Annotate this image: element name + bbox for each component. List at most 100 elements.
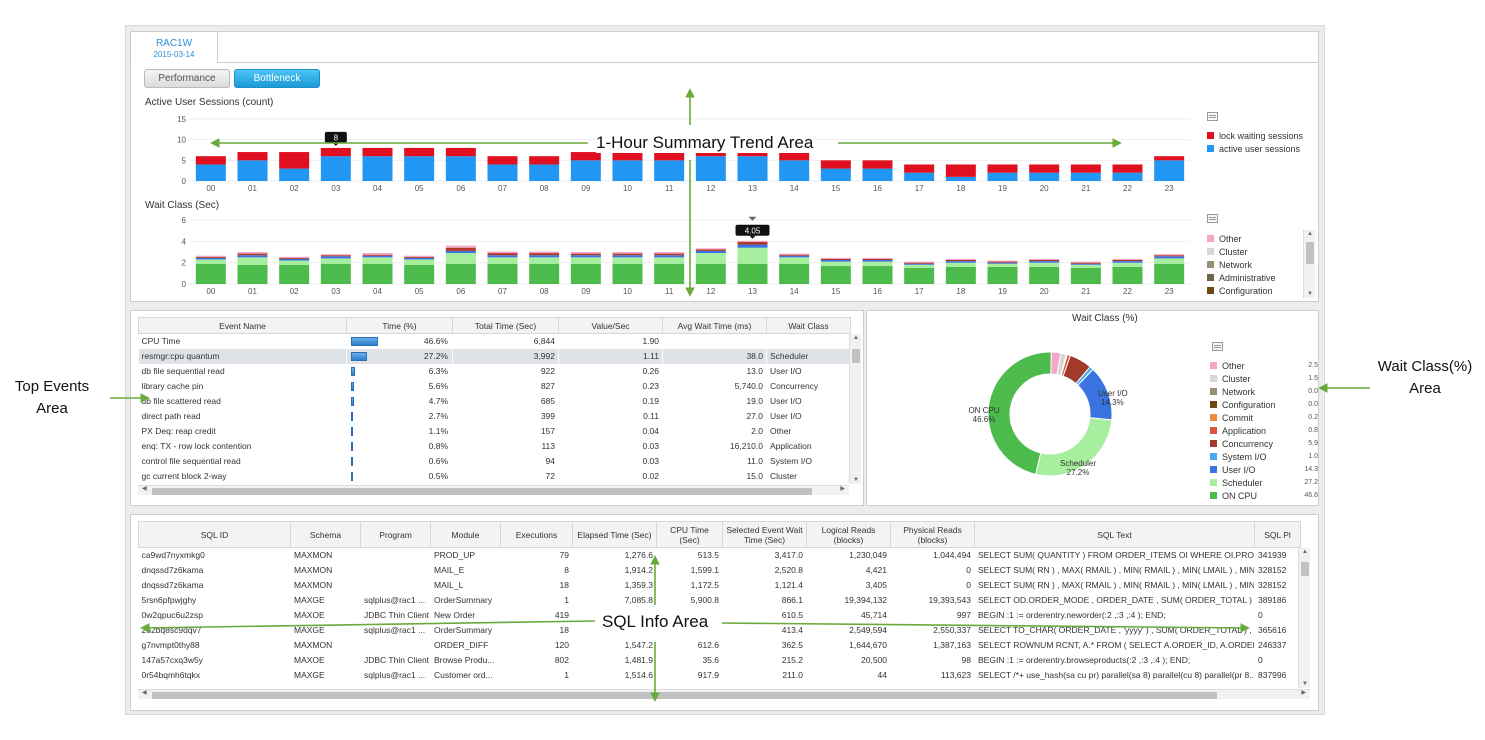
table-row[interactable]: CPU Time 46.6% 6,844 1.90 [139,334,851,349]
events-vscrollbar[interactable]: ▲ ▼ [849,334,861,484]
table-row[interactable]: dnqssd7z6kama MAXMON MAIL_L 18 1,359.3 1,172.… [139,578,1301,593]
bar-segment[interactable] [1112,164,1143,173]
bar-segment[interactable] [862,260,893,262]
bar-segment[interactable] [362,255,393,258]
bar-segment[interactable] [945,261,976,263]
bar-segment[interactable] [237,264,268,284]
bar-segment[interactable] [945,260,976,262]
bar-segment[interactable] [820,258,851,260]
bar-segment[interactable] [654,255,685,258]
bar-segment[interactable] [1070,264,1101,268]
bar-segment[interactable] [362,263,393,284]
table-row[interactable]: control file sequential read 0.6% 94 0.03 11… [139,454,851,469]
bar-segment[interactable] [487,164,518,181]
bar-segment[interactable] [529,257,560,264]
column-header[interactable]: Physical Reads (blocks) [890,521,975,548]
bar-segment[interactable] [529,156,560,165]
legend-item-administrative[interactable]: Administrative [1207,271,1299,284]
bar-segment[interactable] [195,164,226,181]
scroll-thumb[interactable] [1306,242,1314,264]
table-row[interactable]: direct path read 2.7% 399 0.11 27.0 User I/O [139,409,851,424]
pie-legend-item[interactable]: ON CPU 46.6 [1210,489,1318,502]
bar-segment[interactable] [1029,172,1060,181]
bar-segment[interactable] [862,261,893,266]
bar-segment[interactable] [487,257,518,264]
bar-segment[interactable] [1029,261,1060,263]
bar-segment[interactable] [779,152,810,161]
bar-segment[interactable] [1070,172,1101,181]
bar-segment[interactable] [695,248,726,250]
bar-segment[interactable] [779,263,810,284]
pie-legend-item[interactable]: System I/O 1.0 [1210,450,1318,463]
bar-segment[interactable] [1154,160,1185,181]
bar-segment[interactable] [279,168,310,181]
scroll-right-icon[interactable]: ▶ [1301,690,1306,696]
bar-segment[interactable] [1112,266,1143,284]
pie-slice[interactable] [987,351,1052,475]
column-header[interactable]: Executions [500,521,573,548]
bar-segment[interactable] [570,152,601,161]
pie-legend-item[interactable]: Configuration 0.0 [1210,398,1318,411]
column-header[interactable]: Total Time (Sec) [452,317,559,334]
scroll-left-icon[interactable]: ◀ [142,690,147,696]
bar-segment[interactable] [279,152,310,169]
bar-segment[interactable] [612,257,643,264]
bar-segment[interactable] [362,254,393,256]
bar-segment[interactable] [904,263,935,265]
bar-segment[interactable] [987,261,1018,263]
bar-segment[interactable] [1112,262,1143,267]
bar-segment[interactable] [654,152,685,161]
table-row[interactable]: 0r54bqmh6tqkx MAXGE sqlplus@rac1 ... Custom… [139,668,1301,683]
table-row[interactable]: db file sequential read 6.3% 922 0.26 13.0 Us… [139,364,851,379]
bar-segment[interactable] [987,164,1018,173]
bar-segment[interactable] [945,266,976,284]
bar-segment[interactable] [1070,164,1101,173]
sql-hscrollbar[interactable]: ◀ ▶ [138,689,1310,699]
sql-vscrollbar[interactable]: ▲ ▼ [1298,548,1310,688]
bar-segment[interactable] [487,263,518,284]
pie-legend-item[interactable]: Concurrency 5.9 [1210,437,1318,450]
bar-segment[interactable] [445,253,476,264]
bar-segment[interactable] [237,252,268,254]
table-row[interactable]: enq: TX - row lock contention 0.8% 113 0.03… [139,439,851,454]
bar-segment[interactable] [487,156,518,165]
bar-segment[interactable] [862,257,893,259]
bar-segment[interactable] [904,261,935,263]
bar-segment[interactable] [779,160,810,181]
bar-segment[interactable] [570,253,601,256]
bar-segment[interactable] [737,241,768,245]
bar-segment[interactable] [695,253,726,264]
column-header[interactable]: Logical Reads (blocks) [806,521,891,548]
bar-segment[interactable] [1029,266,1060,284]
bar-segment[interactable] [445,156,476,181]
bar-segment[interactable] [1029,258,1060,260]
scroll-up-icon[interactable]: ▲ [1302,549,1308,555]
bar-segment[interactable] [404,255,435,257]
bar-segment[interactable] [779,257,810,264]
bar-segment[interactable] [1112,172,1143,181]
bar-segment[interactable] [320,256,351,259]
scroll-left-icon[interactable]: ◀ [142,486,147,492]
bar-segment[interactable] [445,250,476,254]
table-row[interactable]: resmgr:cpu quantum 27.2% 3,992 1.11 38.0 Sche… [138,348,851,364]
scroll-thumb[interactable] [152,692,1217,699]
bar-segment[interactable] [320,254,351,256]
bar-segment[interactable] [1070,262,1101,264]
bar-segment[interactable] [737,263,768,284]
bar-segment[interactable] [1154,258,1185,264]
pie-legend-item[interactable]: Cluster 1.5 [1210,372,1318,385]
pie-legend-item[interactable]: User I/O 14.3 [1210,463,1318,476]
bar-segment[interactable] [279,258,310,261]
bar-segment[interactable] [862,265,893,284]
column-header[interactable]: SQL Pl [1254,521,1301,548]
wait-legend-scrollbar[interactable]: ▲ ▼ [1303,230,1315,298]
bar-segment[interactable] [529,263,560,284]
legend-item-lock[interactable]: lock waiting sessions [1207,129,1317,142]
bar-segment[interactable] [904,262,935,264]
bar-segment[interactable] [1070,261,1101,263]
bar-segment[interactable] [404,259,435,265]
tab-rac1w[interactable]: RAC1W 2015-03-14 [130,31,218,63]
column-header[interactable]: Elapsed Time (Sec) [572,521,657,548]
bar-segment[interactable] [862,258,893,260]
bar-segment[interactable] [570,257,601,264]
